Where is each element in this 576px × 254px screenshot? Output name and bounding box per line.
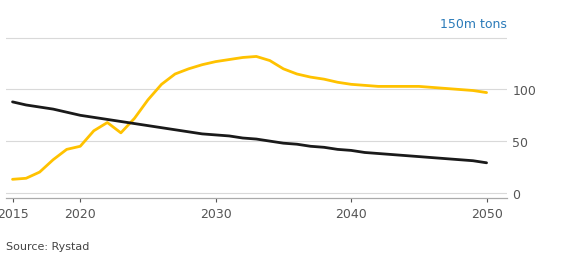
- Text: Source: Rystad: Source: Rystad: [6, 242, 89, 251]
- Text: 150m tons: 150m tons: [440, 18, 507, 30]
